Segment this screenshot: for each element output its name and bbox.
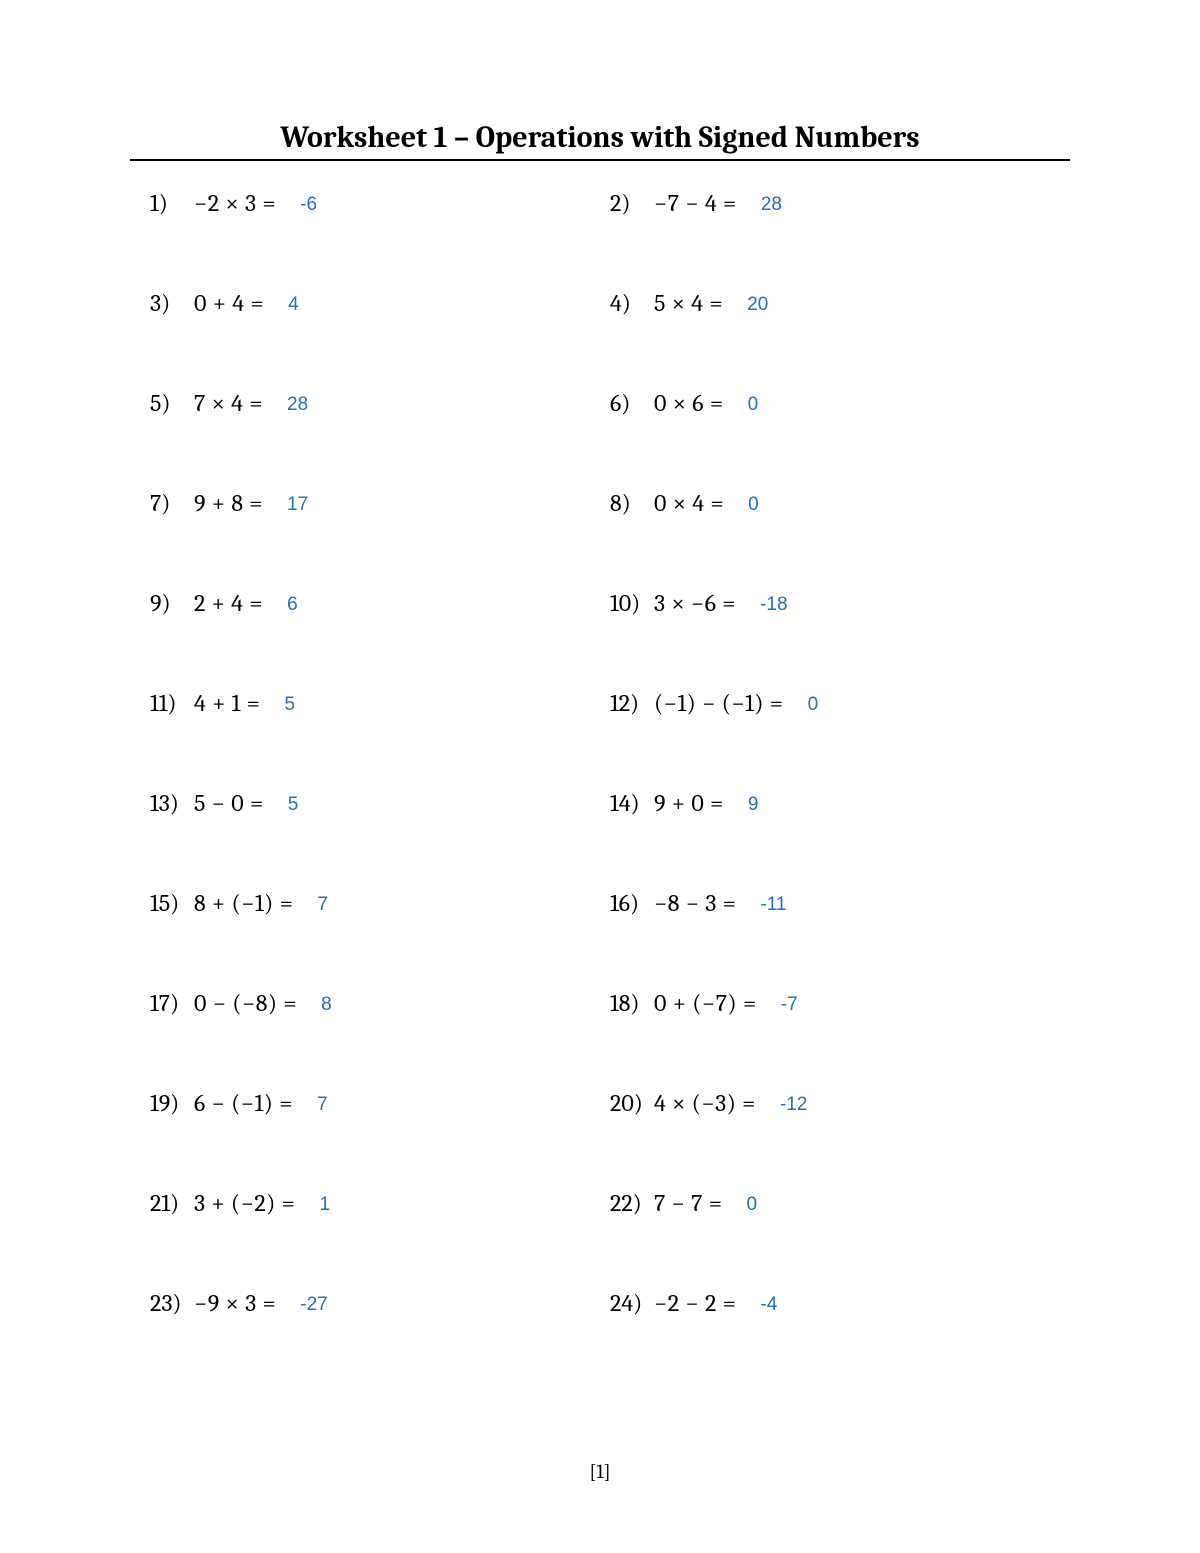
problem-expression: 0 + (−7) = <box>654 989 757 1017</box>
problem-row: 8) 0 × 4 = 0 <box>610 489 1050 517</box>
problem-number: 1) <box>150 189 194 217</box>
problem-number: 10) <box>610 589 654 617</box>
problem-expression: 4 + 1 = <box>194 689 260 717</box>
problem-expression: 9 + 0 = <box>654 789 724 817</box>
problem-answer: 8 <box>321 994 332 1016</box>
problem-answer: -12 <box>780 1094 807 1116</box>
problem-row: 20) 4 × (−3) = -12 <box>610 1089 1050 1117</box>
problem-expression: 5 × 4 = <box>654 289 723 317</box>
problem-answer: 0 <box>748 394 759 416</box>
problem-answer: -11 <box>760 894 786 916</box>
problem-number: 7) <box>150 489 194 517</box>
problem-expression: 0 × 6 = <box>654 389 724 417</box>
problem-number: 12) <box>610 689 654 717</box>
problem-expression: 7 − 7 = <box>654 1189 723 1217</box>
problem-answer: 5 <box>288 794 299 816</box>
problem-number: 2) <box>610 189 654 217</box>
problem-expression: 0 − (−8) = <box>194 989 297 1017</box>
problem-expression: 8 + (−1) = <box>194 889 293 917</box>
problem-expression: 0 + 4 = <box>194 289 264 317</box>
problem-answer: 20 <box>747 294 768 316</box>
problem-number: 4) <box>610 289 654 317</box>
problem-number: 8) <box>610 489 654 517</box>
problem-expression: 6 − (−1) = <box>194 1089 293 1117</box>
problem-row: 5) 7 × 4 = 28 <box>150 389 590 417</box>
problem-expression: 9 + 8 = <box>194 489 263 517</box>
problem-row: 7) 9 + 8 = 17 <box>150 489 590 517</box>
problem-number: 23) <box>150 1289 194 1317</box>
problem-number: 15) <box>150 889 194 917</box>
problem-number: 3) <box>150 289 194 317</box>
problem-row: 3) 0 + 4 = 4 <box>150 289 590 317</box>
problem-answer: 7 <box>317 894 328 916</box>
problem-row: 12) (−1) − (−1) = 0 <box>610 689 1050 717</box>
problem-expression: −8 − 3 = <box>654 889 736 917</box>
problem-row: 10) 3 × −6 = -18 <box>610 589 1050 617</box>
problem-row: 14) 9 + 0 = 9 <box>610 789 1050 817</box>
problem-number: 6) <box>610 389 654 417</box>
problem-row: 13) 5 − 0 = 5 <box>150 789 590 817</box>
problem-number: 17) <box>150 989 194 1017</box>
problem-answer: -6 <box>300 194 317 216</box>
problem-answer: 6 <box>287 594 298 616</box>
problems-grid: 1) −2 × 3 = -6 2) −7 − 4 = 28 3) 0 + 4 =… <box>130 189 1070 1317</box>
problem-expression: 0 × 4 = <box>654 489 724 517</box>
problem-answer: -7 <box>781 994 798 1016</box>
problem-number: 19) <box>150 1089 194 1117</box>
problem-row: 11) 4 + 1 = 5 <box>150 689 590 717</box>
problem-answer: -27 <box>300 1294 327 1316</box>
problem-answer: 0 <box>747 1194 758 1216</box>
problem-expression: 4 × (−3) = <box>654 1089 756 1117</box>
problem-answer: 1 <box>319 1194 330 1216</box>
problem-row: 1) −2 × 3 = -6 <box>150 189 590 217</box>
problem-expression: −2 − 2 = <box>654 1289 736 1317</box>
page-number: [1] <box>0 1460 1200 1483</box>
problem-answer: -18 <box>760 594 787 616</box>
problem-answer: 4 <box>288 294 299 316</box>
problem-answer: 5 <box>284 694 295 716</box>
problem-row: 19) 6 − (−1) = 7 <box>150 1089 590 1117</box>
problem-number: 24) <box>610 1289 654 1317</box>
problem-row: 6) 0 × 6 = 0 <box>610 389 1050 417</box>
problem-row: 22) 7 − 7 = 0 <box>610 1189 1050 1217</box>
problem-number: 9) <box>150 589 194 617</box>
problem-answer: 0 <box>808 694 819 716</box>
problem-number: 22) <box>610 1189 654 1217</box>
problem-number: 14) <box>610 789 654 817</box>
problem-answer: -4 <box>760 1294 777 1316</box>
problem-answer: 17 <box>287 494 308 516</box>
problem-expression: 7 × 4 = <box>194 389 263 417</box>
problem-number: 5) <box>150 389 194 417</box>
problem-row: 15) 8 + (−1) = 7 <box>150 889 590 917</box>
problem-expression: −7 − 4 = <box>654 189 737 217</box>
problem-answer: 28 <box>761 194 782 216</box>
problem-row: 24) −2 − 2 = -4 <box>610 1289 1050 1317</box>
problem-number: 21) <box>150 1189 194 1217</box>
problem-row: 18) 0 + (−7) = -7 <box>610 989 1050 1017</box>
problem-row: 17) 0 − (−8) = 8 <box>150 989 590 1017</box>
problem-expression: 3 × −6 = <box>654 589 736 617</box>
problem-answer: 0 <box>748 494 759 516</box>
problem-expression: −2 × 3 = <box>194 189 276 217</box>
problem-number: 16) <box>610 889 654 917</box>
problem-expression: −9 × 3 = <box>194 1289 276 1317</box>
problem-answer: 7 <box>317 1094 328 1116</box>
problem-expression: (−1) − (−1) = <box>654 689 784 717</box>
problem-expression: 2 + 4 = <box>194 589 263 617</box>
problem-number: 13) <box>150 789 194 817</box>
problem-row: 2) −7 − 4 = 28 <box>610 189 1050 217</box>
worksheet-title: Worksheet 1 – Operations with Signed Num… <box>130 120 1070 161</box>
problem-row: 4) 5 × 4 = 20 <box>610 289 1050 317</box>
problem-expression: 3 + (−2) = <box>194 1189 295 1217</box>
problem-answer: 28 <box>287 394 308 416</box>
problem-number: 18) <box>610 989 654 1017</box>
problem-expression: 5 − 0 = <box>194 789 264 817</box>
problem-row: 23) −9 × 3 = -27 <box>150 1289 590 1317</box>
problem-answer: 9 <box>748 794 759 816</box>
problem-number: 20) <box>610 1089 654 1117</box>
problem-row: 16) −8 − 3 = -11 <box>610 889 1050 917</box>
problem-row: 21) 3 + (−2) = 1 <box>150 1189 590 1217</box>
problem-number: 11) <box>150 689 194 717</box>
problem-row: 9) 2 + 4 = 6 <box>150 589 590 617</box>
